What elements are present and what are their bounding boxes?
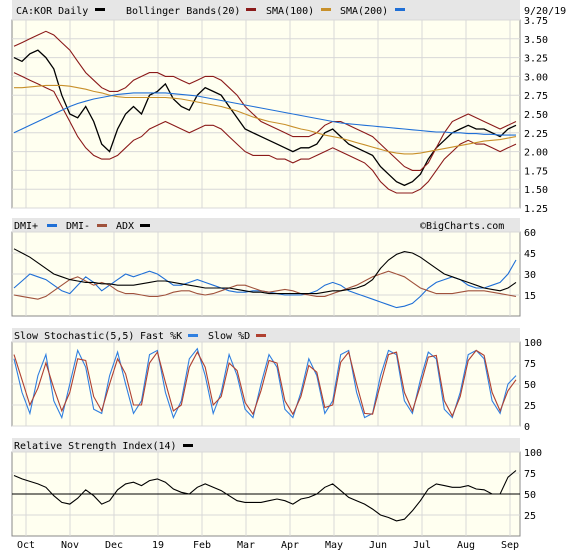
y-tick-0-1.25: 1.25 — [524, 204, 548, 215]
dmi-minus-label: DMI- — [66, 221, 90, 232]
symbol-label: CA:KOR Daily — [16, 6, 88, 17]
y-tick-2-75: 75 — [524, 359, 536, 370]
y-tick-2-25: 25 — [524, 401, 536, 412]
fast-k-label: Fast %K — [140, 331, 182, 342]
adx-label: ADX — [116, 221, 134, 232]
x-label-Aug: Aug — [457, 540, 475, 551]
series-line-adx — [13, 248, 517, 295]
sma100-label: SMA(100) — [266, 6, 314, 17]
y-tick-3-25: 25 — [524, 511, 536, 522]
y-tick-1-30: 30 — [524, 270, 536, 281]
series-line-bollinger-bands-20- — [13, 30, 517, 171]
series-line-sma-100- — [14, 84, 517, 155]
x-label-19: 19 — [152, 540, 164, 551]
x-label-Apr: Apr — [281, 540, 299, 551]
series-line-relative-strength-index-14- — [13, 470, 517, 522]
sma200-label: SMA(200) — [340, 6, 388, 17]
dmi-plus-label: DMI+ — [14, 221, 38, 232]
slow-d-label: Slow %D — [208, 331, 250, 342]
adx-swatch — [140, 224, 150, 227]
y-tick-1-60: 60 — [524, 228, 536, 239]
watermark: ©BigCharts.com — [420, 221, 504, 232]
x-label-May: May — [325, 540, 343, 551]
rsi-legend-bar — [12, 438, 520, 452]
y-tick-0-1.75: 1.75 — [524, 166, 548, 177]
fast-k-swatch — [188, 334, 198, 337]
y-tick-0-2.00: 2.00 — [524, 148, 548, 159]
series-line-slow-d — [13, 349, 517, 418]
dmi-plus-swatch — [47, 224, 57, 227]
sma200-swatch — [395, 8, 405, 11]
sma100-swatch — [321, 8, 331, 11]
y-tick-0-3.50: 3.50 — [524, 35, 548, 46]
y-tick-3-100: 100 — [524, 448, 542, 459]
y-tick-0-2.75: 2.75 — [524, 91, 548, 102]
y-tick-2-100: 100 — [524, 338, 542, 349]
series-line-dmi- — [13, 270, 517, 300]
x-label-Dec: Dec — [105, 540, 123, 551]
slow-d-swatch — [256, 334, 266, 337]
date-label: 9/20/19 — [524, 6, 566, 17]
dmi-minus-swatch — [97, 224, 107, 227]
series-layer — [12, 30, 520, 522]
rsi-label: Relative Strength Index(14) — [14, 441, 177, 452]
series-line-ca-kor-daily — [13, 49, 517, 187]
series-line-bollinger-bands-20-lower — [13, 72, 517, 194]
y-tick-0-3.25: 3.25 — [524, 54, 548, 65]
price-swatch — [95, 8, 105, 11]
y-tick-3-75: 75 — [524, 469, 536, 480]
y-tick-3-50: 50 — [524, 490, 536, 501]
y-tick-2-0: 0 — [524, 422, 530, 433]
x-label-Jul: Jul — [413, 540, 431, 551]
dmi-legend-bar — [12, 218, 520, 232]
stochastic-label: Slow Stochastic(5,5) — [14, 331, 134, 342]
y-tick-2-50: 50 — [524, 380, 536, 391]
series-line-sma-200- — [13, 92, 516, 136]
series-line-fast-k — [13, 347, 517, 420]
bollinger-swatch — [246, 8, 256, 11]
bollinger-label: Bollinger Bands(20) — [126, 6, 240, 17]
tick-labels: Oct Nov Dec 19 Feb Mar Apr May Jun Jul Aug Sep 3.75 3… — [17, 16, 548, 551]
y-tick-0-3.00: 3.00 — [524, 72, 548, 83]
y-tick-1-45: 45 — [524, 249, 536, 260]
y-tick-1-15: 15 — [524, 291, 536, 302]
price-legend-bar — [12, 0, 520, 20]
x-label-Feb: Feb — [193, 540, 211, 551]
x-label-Sep: Sep — [501, 540, 519, 551]
y-tick-0-1.50: 1.50 — [524, 185, 548, 196]
x-label-Nov: Nov — [61, 540, 79, 551]
x-label-Jun: Jun — [369, 540, 387, 551]
y-tick-0-3.75: 3.75 — [524, 16, 548, 27]
rsi-swatch — [183, 444, 193, 447]
y-tick-0-2.25: 2.25 — [524, 129, 548, 140]
x-label-Oct: Oct — [17, 540, 35, 551]
y-tick-0-2.50: 2.50 — [524, 110, 548, 121]
x-label-Mar: Mar — [237, 540, 255, 551]
